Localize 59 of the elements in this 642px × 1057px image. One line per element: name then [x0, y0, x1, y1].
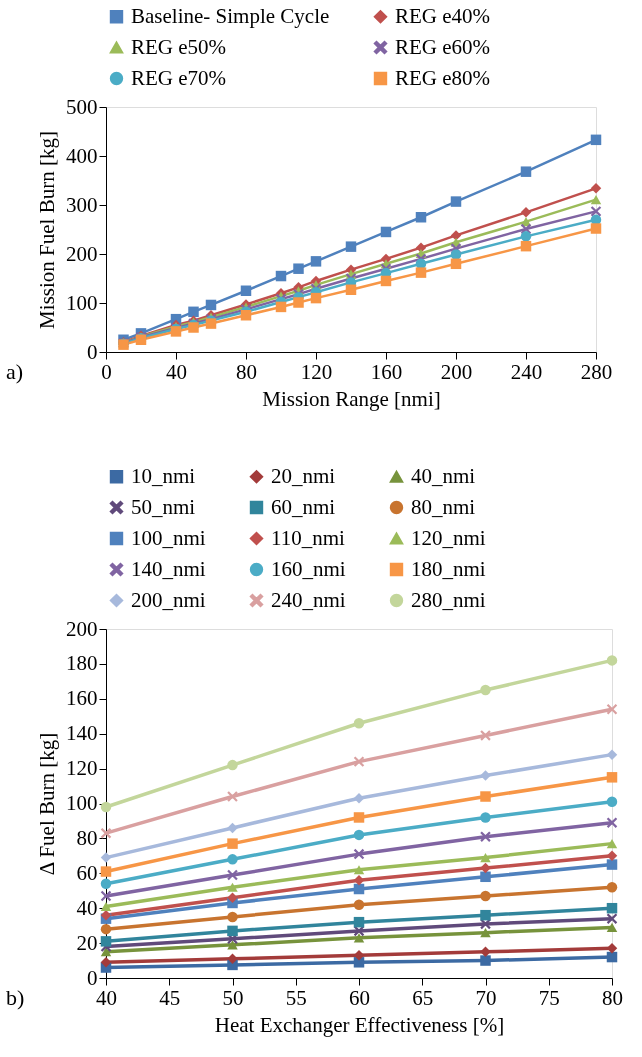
x-tick-label: 120 [300, 359, 333, 384]
legend-label: 180_nmi [411, 556, 486, 581]
legend-label: 110_nmi [271, 525, 346, 550]
x-tick-label: 40 [166, 359, 187, 384]
y-tick-label: 40 [76, 895, 98, 920]
x-tick-label: 280 [580, 359, 613, 384]
y-tick-label: 100 [66, 290, 98, 315]
legend-label: 50_nmi [131, 494, 196, 519]
x-tick-label: 75 [538, 985, 560, 1010]
legend-label: 60_nmi [271, 494, 336, 519]
legend-label: 80_nmi [411, 494, 476, 519]
x-tick-label: 50 [222, 985, 244, 1010]
x-tick-label: 55 [285, 985, 307, 1010]
x-axis-title: Mission Range [nmi] [262, 386, 441, 411]
x-tick-label: 65 [412, 985, 434, 1010]
legend-label: REG e80% [395, 65, 491, 90]
legend-label: 140_nmi [131, 556, 206, 581]
y-tick-label: 160 [66, 686, 98, 711]
y-axis-title: Δ Fuel Burn [kg] [35, 732, 59, 876]
y-tick-label: 80 [76, 825, 98, 850]
y-tick-label: 500 [66, 94, 98, 119]
legend-label: 40_nmi [411, 463, 476, 488]
y-axis-title: Mission Fuel Burn [kg] [35, 131, 59, 329]
y-tick-label: 200 [66, 241, 98, 266]
legend-label: 280_nmi [411, 587, 486, 612]
text: b) [6, 985, 25, 1010]
legend-label: 160_nmi [271, 556, 346, 581]
x-tick-label: 80 [236, 359, 257, 384]
y-tick-label: 180 [66, 651, 98, 676]
legend-label: 20_nmi [271, 463, 336, 488]
x-tick-label: 70 [475, 985, 497, 1010]
legend-label: 240_nmi [271, 587, 346, 612]
y-tick-label: 60 [76, 860, 98, 885]
legend-label: REG e60% [395, 34, 491, 59]
y-tick-label: 140 [66, 721, 98, 746]
x-axis-title: Heat Exchanger Effectiveness [%] [214, 1012, 505, 1037]
legend-label: Baseline- Simple Cycle [131, 3, 330, 28]
x-tick-label: 240 [510, 359, 543, 384]
legend-label: REG e50% [131, 34, 227, 59]
legend-label: 120_nmi [411, 525, 486, 550]
y-tick-label: 20 [76, 930, 98, 955]
x-tick-label: 160 [370, 359, 403, 384]
y-tick-label: 0 [87, 339, 98, 364]
y-tick-label: 0 [87, 965, 98, 990]
x-tick-label: 60 [349, 985, 370, 1010]
y-tick-label: 400 [66, 143, 98, 168]
y-tick-label: 200 [66, 616, 98, 641]
legend-label: 10_nmi [131, 463, 196, 488]
text: a) [6, 359, 24, 384]
legend-label: 200_nmi [131, 587, 206, 612]
x-tick-label: 200 [440, 359, 473, 384]
y-tick-label: 300 [66, 192, 98, 217]
legend-label: REG e70% [131, 65, 227, 90]
legend-label: REG e40% [395, 3, 491, 28]
y-tick-label: 100 [66, 791, 98, 815]
legend-label: 100_nmi [131, 525, 206, 550]
x-tick-label: 45 [159, 985, 181, 1010]
x-tick-label: 80 [602, 985, 623, 1010]
y-tick-label: 120 [66, 756, 98, 781]
